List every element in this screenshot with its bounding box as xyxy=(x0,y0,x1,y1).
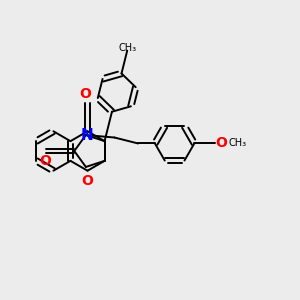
Text: N: N xyxy=(81,128,94,142)
Text: CH₃: CH₃ xyxy=(228,139,247,148)
Text: O: O xyxy=(80,87,92,101)
Text: O: O xyxy=(215,136,227,151)
Text: CH₃: CH₃ xyxy=(119,43,137,53)
Text: O: O xyxy=(82,174,94,188)
Text: O: O xyxy=(40,154,52,168)
